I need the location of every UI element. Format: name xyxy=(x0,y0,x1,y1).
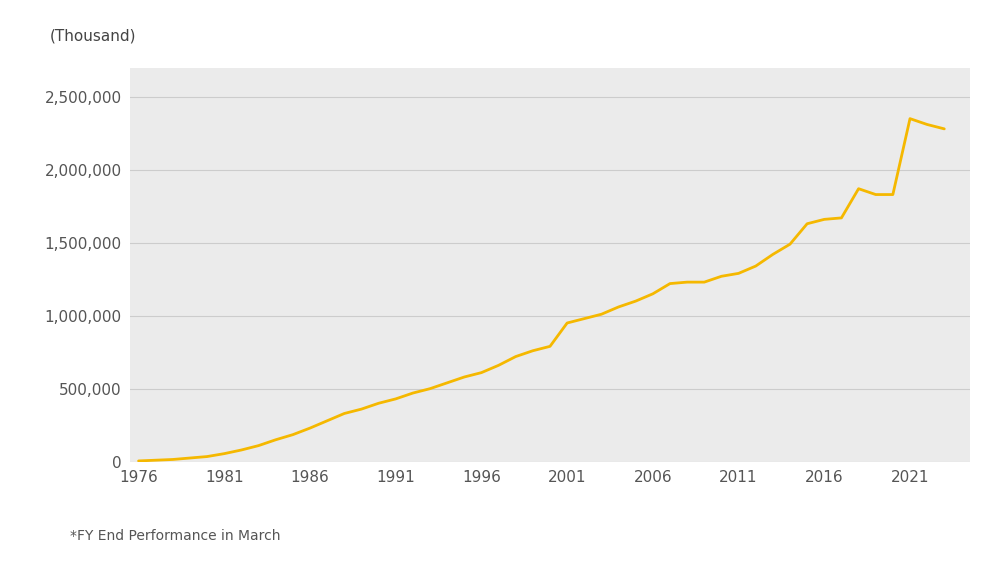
Text: (Thousand): (Thousand) xyxy=(50,29,137,44)
Text: *FY End Performance in March: *FY End Performance in March xyxy=(70,529,280,543)
